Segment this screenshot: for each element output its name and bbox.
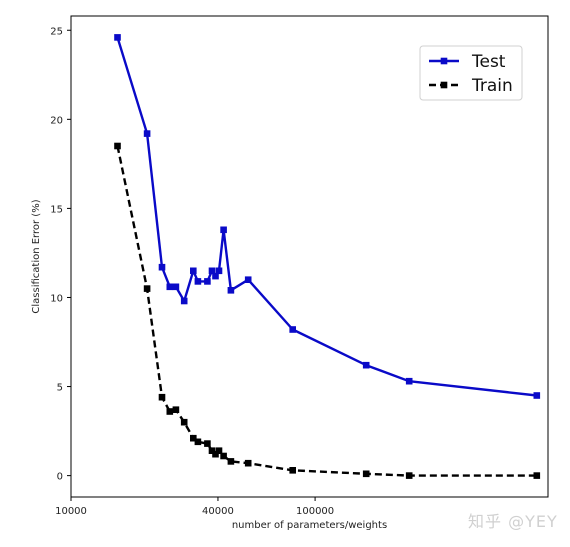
test-data-point xyxy=(114,34,121,41)
test-data-point xyxy=(533,392,541,399)
train-data-point xyxy=(143,285,151,292)
legend-test-marker xyxy=(440,57,448,65)
train-data-point xyxy=(405,472,413,479)
test-data-point xyxy=(212,272,219,280)
train-data-point xyxy=(220,452,227,460)
plot-frame xyxy=(70,15,549,498)
test-data-point xyxy=(180,297,188,305)
test-data-point xyxy=(289,326,296,333)
y-tick-label: 0 xyxy=(57,472,63,483)
axes-layer: 10000 40000 100000 0 5 10 15 20 25 number of para… xyxy=(31,26,387,531)
train-data-point xyxy=(158,393,166,401)
train-data-point xyxy=(180,418,188,426)
legend: Test Train xyxy=(419,45,523,101)
test-data-point xyxy=(204,278,211,285)
test-data-point xyxy=(227,287,235,294)
test-data-point xyxy=(405,377,413,385)
train-data-point xyxy=(194,438,202,446)
test-data-point xyxy=(190,267,197,275)
watermark: 知乎 @YEY xyxy=(468,512,558,531)
train-data-point xyxy=(172,406,180,413)
test-data-point xyxy=(158,263,166,271)
x-tick-label: 40000 xyxy=(202,506,234,517)
test-data-point xyxy=(166,283,174,291)
train-data-point xyxy=(244,459,252,467)
train-data-point xyxy=(227,458,235,465)
y-axis-label: Classification Error (%) xyxy=(31,199,42,313)
x-axis-label: number of parameters/weights xyxy=(232,520,387,531)
y-tick-label: 20 xyxy=(50,115,63,126)
train-data-point xyxy=(533,472,541,479)
test-data-point xyxy=(172,283,180,291)
legend-train-label: Train xyxy=(471,76,513,96)
y-tick-label: 10 xyxy=(50,293,63,304)
plot-border xyxy=(70,15,549,498)
train-data-point xyxy=(289,467,296,474)
train-data-point xyxy=(215,447,223,454)
train-data-point xyxy=(166,408,174,415)
train-data-point xyxy=(212,450,219,458)
train-data-point xyxy=(204,440,211,447)
x-tick-label: 10000 xyxy=(55,506,87,517)
train-series-line xyxy=(116,145,537,477)
test-data-point xyxy=(220,226,227,234)
test-data-point xyxy=(362,361,370,369)
y-tick-label: 15 xyxy=(50,204,63,215)
train-data-point xyxy=(362,470,370,478)
test-data-point xyxy=(215,267,223,275)
test-data-point xyxy=(143,130,151,137)
test-data-point xyxy=(194,278,202,285)
legend-test-label: Test xyxy=(471,52,506,72)
train-data-point xyxy=(190,434,197,442)
x-tick-label: 100000 xyxy=(296,506,334,517)
train-data-point xyxy=(114,142,121,150)
y-tick-label: 5 xyxy=(57,383,63,394)
y-tick-label: 25 xyxy=(50,26,63,37)
train-data-point xyxy=(208,447,216,454)
legend-train-marker xyxy=(440,81,448,89)
test-data-point xyxy=(208,267,216,275)
test-data-point xyxy=(244,276,252,283)
series-layer xyxy=(114,34,541,479)
